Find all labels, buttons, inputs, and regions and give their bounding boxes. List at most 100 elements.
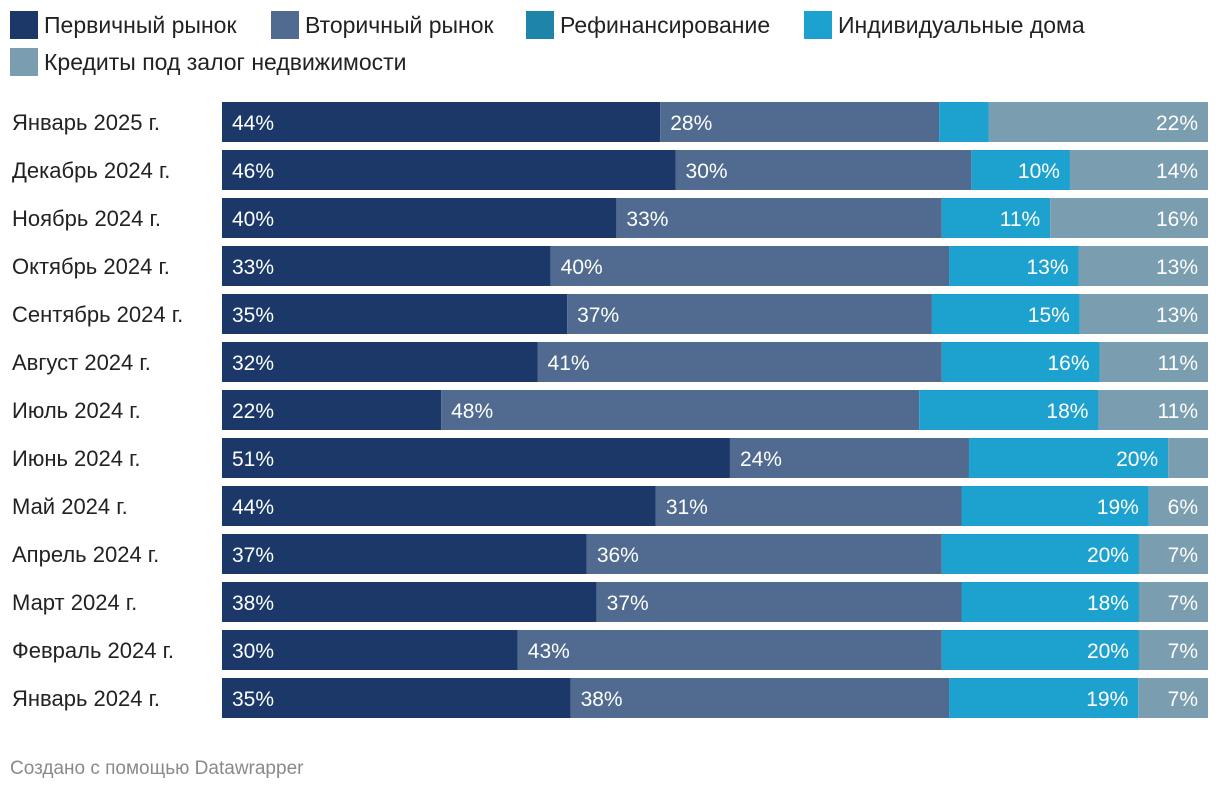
bar-segment [1148, 486, 1208, 526]
category-label: Декабрь 2024 г. [12, 158, 170, 183]
bar-segment [660, 102, 940, 142]
data-label: 7% [1168, 640, 1198, 663]
footer-credit: Создано с помощью Datawrapper [10, 758, 304, 779]
bar-segment [222, 678, 571, 718]
data-label: 30% [686, 160, 728, 183]
bar-segment [729, 438, 969, 478]
data-label: 35% [232, 304, 274, 327]
bar-segment [550, 246, 950, 286]
data-label: 16% [1156, 208, 1198, 231]
legend-item-refinancing: Рефинансирование [526, 10, 770, 40]
bar-segment [222, 294, 568, 334]
data-label: 15% [1028, 304, 1070, 327]
data-label: 11% [1000, 208, 1040, 231]
category-label: Июнь 2024 г. [12, 446, 141, 471]
bar-segment [222, 246, 551, 286]
data-label: 16% [1048, 352, 1090, 375]
data-label: 13% [1156, 304, 1198, 327]
legend-label-secured-loans: Кредиты под залог недвижимости [44, 48, 407, 75]
category-label: Июль 2024 г. [12, 398, 141, 423]
category-label: Сентябрь 2024 г. [12, 302, 183, 327]
category-label: Август 2024 г. [12, 350, 151, 375]
bar-segment [961, 486, 1149, 526]
data-label: 19% [1086, 688, 1128, 711]
legend-swatch-secondary [271, 11, 299, 39]
bar-segment [222, 198, 617, 238]
category-label: Январь 2025 г. [12, 110, 160, 135]
data-label: 13% [1156, 256, 1198, 279]
bar-segment [961, 582, 1139, 622]
category-label: Октябрь 2024 г. [12, 254, 170, 279]
data-label: 11% [1158, 400, 1198, 423]
bar-segment [222, 582, 597, 622]
legend-swatch-primary [10, 11, 38, 39]
data-label: 46% [232, 160, 274, 183]
bar-segment [1138, 534, 1208, 574]
legend-label-primary: Первичный рынок [44, 11, 237, 38]
data-label: 33% [232, 256, 274, 279]
data-label: 18% [1087, 592, 1129, 615]
bar-segment [919, 390, 1099, 430]
data-label: 48% [451, 400, 493, 423]
bar-segment [941, 342, 1100, 382]
bar-segment [1168, 438, 1208, 478]
data-label: 20% [1116, 448, 1158, 471]
data-label: 40% [561, 256, 603, 279]
data-label: 22% [1156, 112, 1198, 135]
bar-segment [222, 534, 587, 574]
bar-segment [1099, 342, 1208, 382]
data-label: 37% [232, 544, 274, 567]
bar-segment [222, 150, 676, 190]
bar-segment [222, 630, 518, 670]
data-label: 24% [740, 448, 782, 471]
data-label: 37% [577, 304, 619, 327]
bar-segment [941, 630, 1139, 670]
bar-segment [949, 246, 1079, 286]
bar-segment [567, 294, 932, 334]
stacked-bar-chart: Январь 2025 г. 44% 28% 22% Декабрь 2024 г. 46… [12, 102, 1208, 718]
bar-segment [949, 678, 1139, 718]
data-label: 51% [232, 448, 274, 471]
data-label: 10% [1018, 160, 1060, 183]
data-label: 14% [1156, 160, 1198, 183]
bar-segment [1138, 630, 1208, 670]
data-label: 22% [232, 400, 274, 423]
bar-segment [1138, 678, 1208, 718]
data-label: 6% [1168, 496, 1198, 519]
data-label: 41% [548, 352, 590, 375]
category-label: Март 2024 г. [12, 590, 137, 615]
data-label: 44% [232, 112, 274, 135]
bar-segment [655, 486, 962, 526]
legend-item-individual-houses: Индивидуальные дома [804, 10, 1085, 40]
data-label: 18% [1046, 400, 1088, 423]
bar-segment [1098, 390, 1208, 430]
data-label: 11% [1158, 352, 1198, 375]
data-label: 30% [232, 640, 274, 663]
legend-swatch-refinancing [526, 11, 554, 39]
legend-item-secondary: Вторичный рынок [271, 10, 494, 40]
bar-segment [441, 390, 920, 430]
data-label: 36% [597, 544, 639, 567]
data-label: 20% [1087, 544, 1129, 567]
data-label: 7% [1168, 592, 1198, 615]
bar-segment [517, 630, 942, 670]
bar-segment [968, 438, 1169, 478]
bar-segment [1078, 246, 1208, 286]
bar-segment [222, 390, 442, 430]
bar-segment [931, 294, 1080, 334]
bar-segment [1079, 294, 1208, 334]
category-label: Ноябрь 2024 г. [12, 206, 161, 231]
data-label: 20% [1087, 640, 1129, 663]
data-label: 33% [626, 208, 668, 231]
data-label: 7% [1168, 544, 1198, 567]
data-label: 35% [232, 688, 274, 711]
bar-segment [222, 102, 661, 142]
bar-segment [988, 102, 1208, 142]
data-label: 38% [232, 592, 274, 615]
data-label: 43% [528, 640, 570, 663]
bar-segment [1050, 198, 1208, 238]
data-label: 37% [607, 592, 649, 615]
data-label: 32% [232, 352, 274, 375]
data-label: 44% [232, 496, 274, 519]
data-label: 38% [581, 688, 623, 711]
